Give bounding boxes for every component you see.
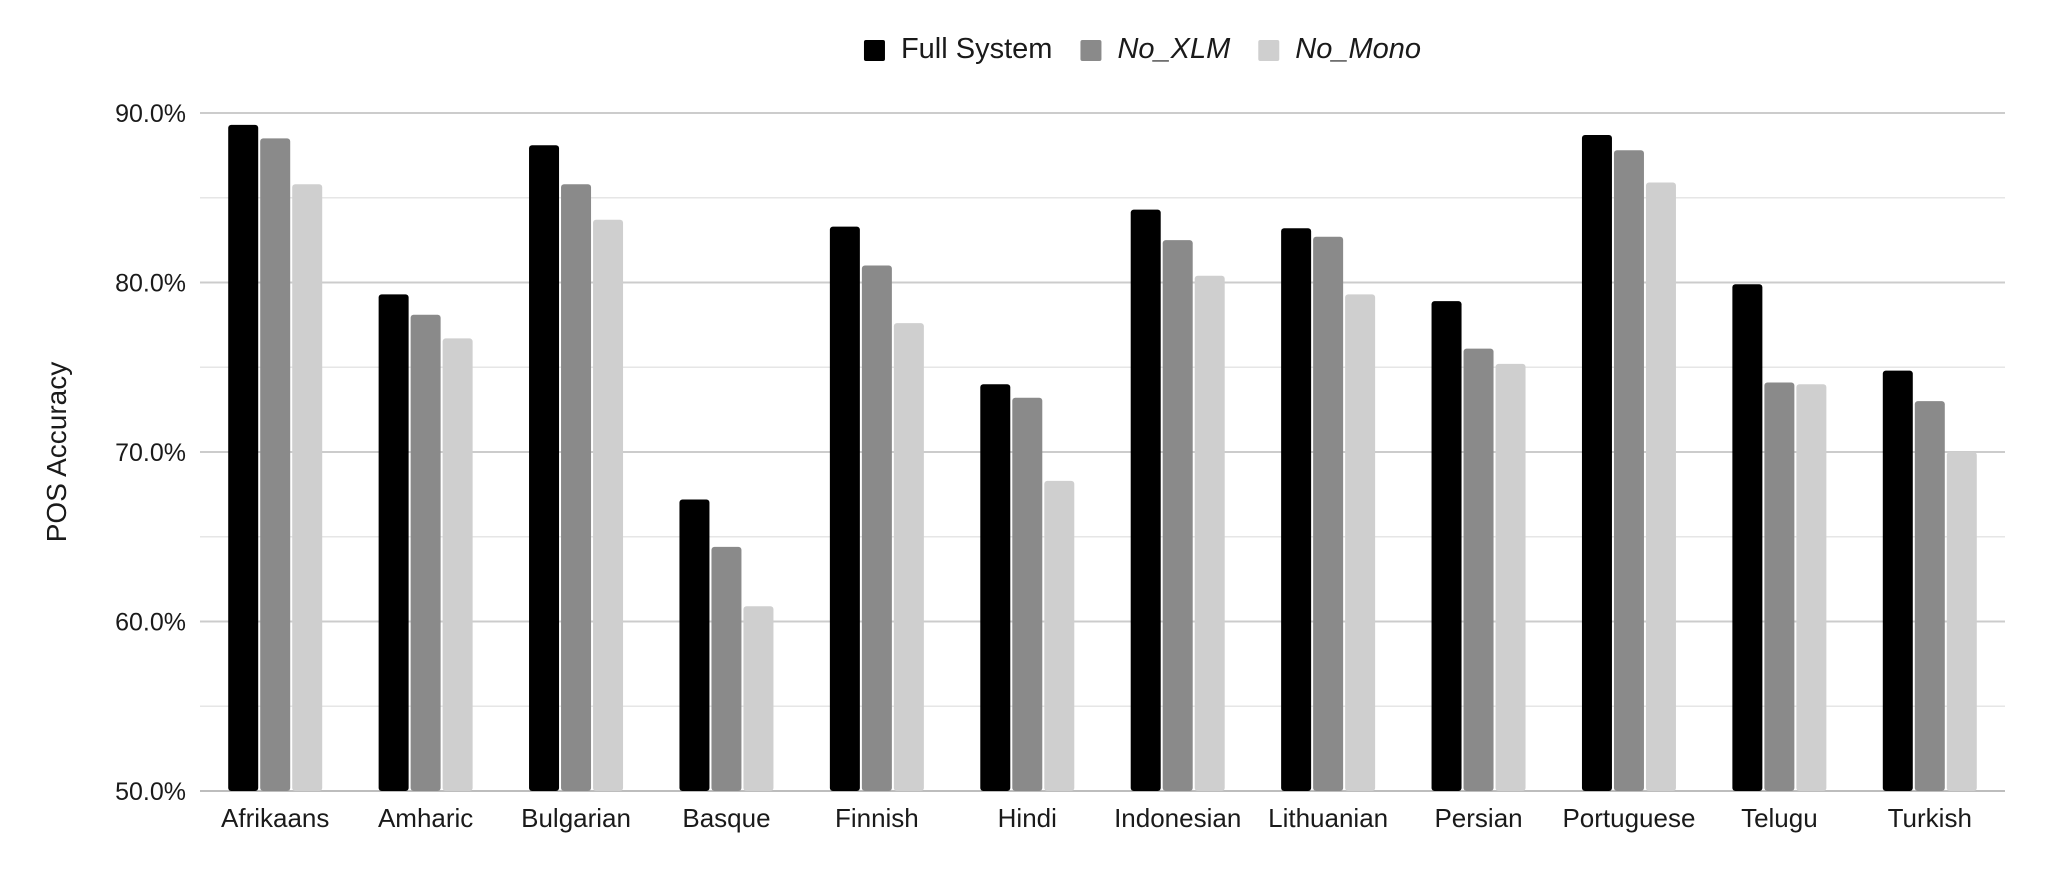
bar-no-mono-hindi — [1044, 480, 1075, 791]
bar-no-mono-basque — [743, 606, 774, 791]
bar-no-xlm-finnish — [861, 265, 892, 791]
bar-full-system-portuguese — [1581, 135, 1612, 791]
bar-no-xlm-bulgarian — [561, 184, 592, 791]
legend: Full System No_XLM No_Mono — [863, 33, 1421, 65]
legend-swatch — [1080, 40, 1102, 61]
legend-label: Full System — [901, 33, 1052, 65]
x-category-label: Hindi — [998, 803, 1057, 833]
bar-full-system-basque — [679, 499, 710, 791]
y-tick-label: 70.0% — [115, 439, 186, 467]
bar-no-mono-persian — [1495, 363, 1526, 791]
x-category-label: Afrikaans — [221, 803, 329, 833]
bar-full-system-finnish — [829, 226, 860, 791]
x-category-label: Lithuanian — [1268, 803, 1388, 833]
bar-no-mono-telugu — [1796, 384, 1827, 791]
bar-no-mono-lithuanian — [1345, 294, 1376, 791]
bar-no-mono-indonesian — [1194, 275, 1225, 792]
x-category-label: Basque — [682, 803, 770, 833]
bars — [228, 124, 1977, 792]
x-category-label: Telugu — [1741, 803, 1818, 833]
bar-no-xlm-telugu — [1764, 382, 1795, 791]
y-axis-title: POS Accuracy — [41, 362, 72, 543]
x-category-label: Portuguese — [1562, 803, 1695, 833]
bar-no-xlm-amharic — [410, 314, 441, 791]
legend-swatch — [863, 40, 885, 61]
x-category-label: Amharic — [378, 803, 473, 833]
bar-full-system-telugu — [1732, 284, 1763, 791]
gridlines — [200, 112, 2005, 792]
bar-no-xlm-lithuanian — [1313, 236, 1344, 792]
bar-no-mono-turkish — [1946, 452, 1977, 791]
bar-no-mono-portuguese — [1645, 182, 1676, 791]
bar-full-system-amharic — [378, 294, 409, 791]
bar-full-system-lithuanian — [1281, 228, 1312, 791]
bar-full-system-turkish — [1882, 370, 1913, 791]
bar-no-xlm-portuguese — [1613, 150, 1644, 792]
x-category-label: Persian — [1434, 803, 1522, 833]
x-category-label: Indonesian — [1114, 803, 1241, 833]
bar-no-mono-amharic — [442, 338, 473, 791]
y-tick-label: 80.0% — [115, 270, 186, 298]
bar-no-xlm-hindi — [1012, 397, 1043, 791]
x-category-label: Turkish — [1888, 803, 1972, 833]
bar-full-system-hindi — [980, 384, 1011, 791]
bar-no-xlm-indonesian — [1162, 240, 1193, 791]
bar-full-system-afrikaans — [228, 124, 259, 792]
legend-swatch — [1258, 40, 1280, 61]
axes: 50.0% 60.0% 70.0% 80.0% 90.0% POS Accuracy Afr… — [41, 100, 1972, 833]
y-tick-label: 60.0% — [115, 609, 186, 637]
bar-no-xlm-persian — [1463, 348, 1494, 791]
x-category-label: Finnish — [835, 803, 919, 833]
bar-no-mono-bulgarian — [593, 219, 624, 791]
bar-full-system-indonesian — [1130, 209, 1161, 792]
bar-no-xlm-afrikaans — [260, 138, 291, 792]
bar-no-mono-finnish — [893, 323, 924, 791]
bar-no-xlm-turkish — [1914, 401, 1945, 791]
legend-label: No_Mono — [1295, 33, 1421, 65]
y-tick-label: 50.0% — [115, 778, 186, 806]
bar-no-mono-afrikaans — [292, 184, 323, 791]
y-tick-label: 90.0% — [115, 100, 186, 128]
bar-no-xlm-basque — [711, 546, 742, 791]
x-category-label: Bulgarian — [521, 803, 631, 833]
bar-full-system-persian — [1431, 301, 1462, 791]
legend-label: No_XLM — [1117, 33, 1231, 65]
bar-full-system-bulgarian — [529, 145, 560, 791]
